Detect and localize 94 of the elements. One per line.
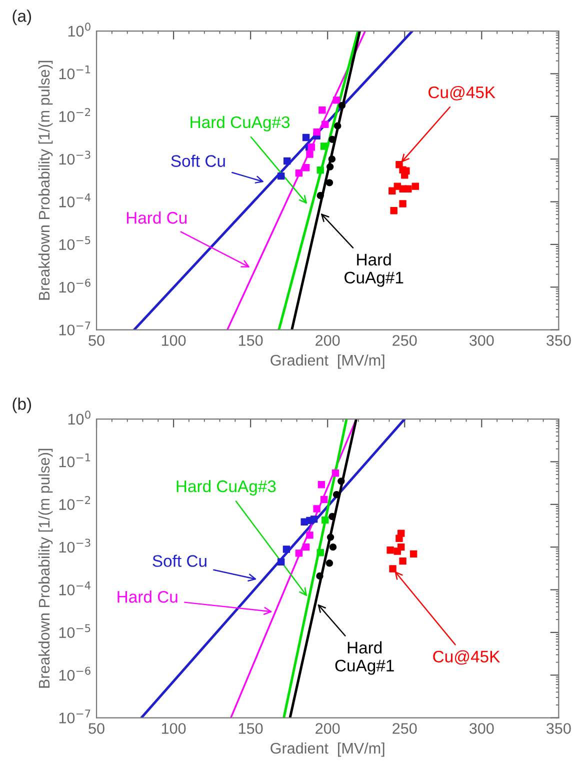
- point: [389, 565, 396, 572]
- point: [306, 532, 314, 539]
- x-axis-title: Gradient [MV/m]: [270, 354, 384, 369]
- x-tick-label: 150: [238, 723, 263, 734]
- y-tick-label: 10$^{−5}$: [59, 236, 90, 250]
- point: [397, 543, 405, 551]
- annotation: Hard CuAg#3: [190, 116, 290, 132]
- annotation: Hard CuAg#1: [335, 641, 394, 675]
- point: [313, 505, 320, 512]
- point: [277, 558, 285, 566]
- annotation: Hard Cu: [126, 211, 187, 224]
- point: [397, 530, 405, 537]
- point: [332, 96, 340, 104]
- point: [334, 122, 342, 130]
- point: [326, 560, 334, 567]
- y-tick-label: 10$^{0}$: [68, 22, 90, 37]
- y-tick-label: 10$^{−3}$: [59, 538, 90, 553]
- point: [283, 157, 291, 165]
- chart-title: (a): [12, 10, 32, 26]
- point: [326, 163, 334, 170]
- point: [308, 144, 316, 151]
- point: [322, 120, 329, 128]
- point: [295, 550, 303, 557]
- x-tick-label: 50: [88, 335, 104, 346]
- point: [302, 134, 310, 142]
- point: [404, 185, 412, 193]
- x-axis-title: Gradient [MV/m]: [270, 742, 384, 757]
- point: [399, 557, 406, 565]
- y-tick-label: 10$^{−4}$: [59, 582, 91, 596]
- y-tick-label: 10$^{−5}$: [59, 624, 90, 638]
- y-axis-title: Breakdown Probability [1/(m pulse)]: [38, 448, 53, 688]
- annotation: Cu@45K: [428, 86, 496, 100]
- y-tick-label: 10$^{−6}$: [59, 278, 90, 293]
- y-tick-label: 10$^{−6}$: [59, 666, 90, 681]
- y-tick-label: 10$^{0}$: [68, 410, 90, 425]
- x-tick-label: 300: [469, 335, 494, 346]
- point: [332, 470, 340, 477]
- point: [390, 207, 398, 214]
- y-tick-label: 10$^{−2}$: [59, 496, 90, 510]
- point: [306, 150, 314, 158]
- x-tick-label: 300: [469, 723, 494, 734]
- point: [328, 155, 336, 163]
- annotation: Hard CuAg#1: [344, 253, 404, 287]
- point: [320, 496, 328, 504]
- point: [386, 546, 394, 554]
- point: [277, 172, 285, 180]
- y-tick-label: 10$^{−1}$: [59, 454, 90, 468]
- point: [295, 169, 303, 177]
- x-tick-label: 200: [316, 335, 340, 346]
- x-tick-label: 250: [392, 723, 417, 734]
- point: [316, 549, 324, 556]
- point: [318, 481, 326, 488]
- point: [328, 512, 336, 520]
- point: [338, 102, 346, 110]
- point: [410, 550, 418, 558]
- point: [326, 179, 334, 186]
- y-axis-title: Breakdown Probability [1/(m pulse)]: [38, 60, 53, 300]
- x-tick-label: 350: [546, 723, 571, 734]
- point: [316, 192, 324, 200]
- point: [310, 516, 318, 523]
- y-tick-label: 10$^{−7}$: [59, 322, 90, 336]
- point: [399, 200, 406, 208]
- annotation: Hard Cu: [118, 590, 178, 603]
- point: [302, 543, 310, 551]
- x-tick-label: 50: [88, 723, 104, 734]
- y-tick-label: 10$^{−1}$: [59, 66, 90, 80]
- annotation: Hard CuAg#3: [176, 480, 276, 496]
- annotation: Soft Cu: [171, 154, 225, 167]
- point: [302, 164, 310, 172]
- y-tick-label: 10$^{−7}$: [59, 710, 90, 724]
- point: [326, 534, 334, 541]
- x-tick-label: 100: [162, 335, 186, 346]
- point: [313, 128, 320, 136]
- annotation: Cu@45K: [433, 650, 500, 665]
- x-tick-label: 100: [162, 723, 186, 734]
- x-tick-label: 150: [238, 335, 263, 346]
- point: [320, 142, 328, 150]
- point: [412, 182, 420, 190]
- point: [282, 546, 290, 553]
- x-tick-label: 250: [392, 335, 417, 346]
- point: [316, 572, 324, 580]
- point: [329, 543, 337, 551]
- chart-title: (b): [12, 398, 32, 414]
- y-tick-label: 10$^{−3}$: [59, 150, 90, 165]
- y-tick-label: 10$^{−2}$: [59, 108, 90, 122]
- point: [388, 187, 396, 194]
- y-tick-label: 10$^{−4}$: [59, 194, 91, 208]
- point: [316, 166, 324, 174]
- x-tick-label: 200: [316, 723, 340, 734]
- point: [338, 478, 345, 485]
- point: [318, 106, 326, 114]
- point: [322, 516, 329, 524]
- x-tick-label: 350: [546, 335, 571, 346]
- annotation: Soft Cu: [152, 554, 206, 567]
